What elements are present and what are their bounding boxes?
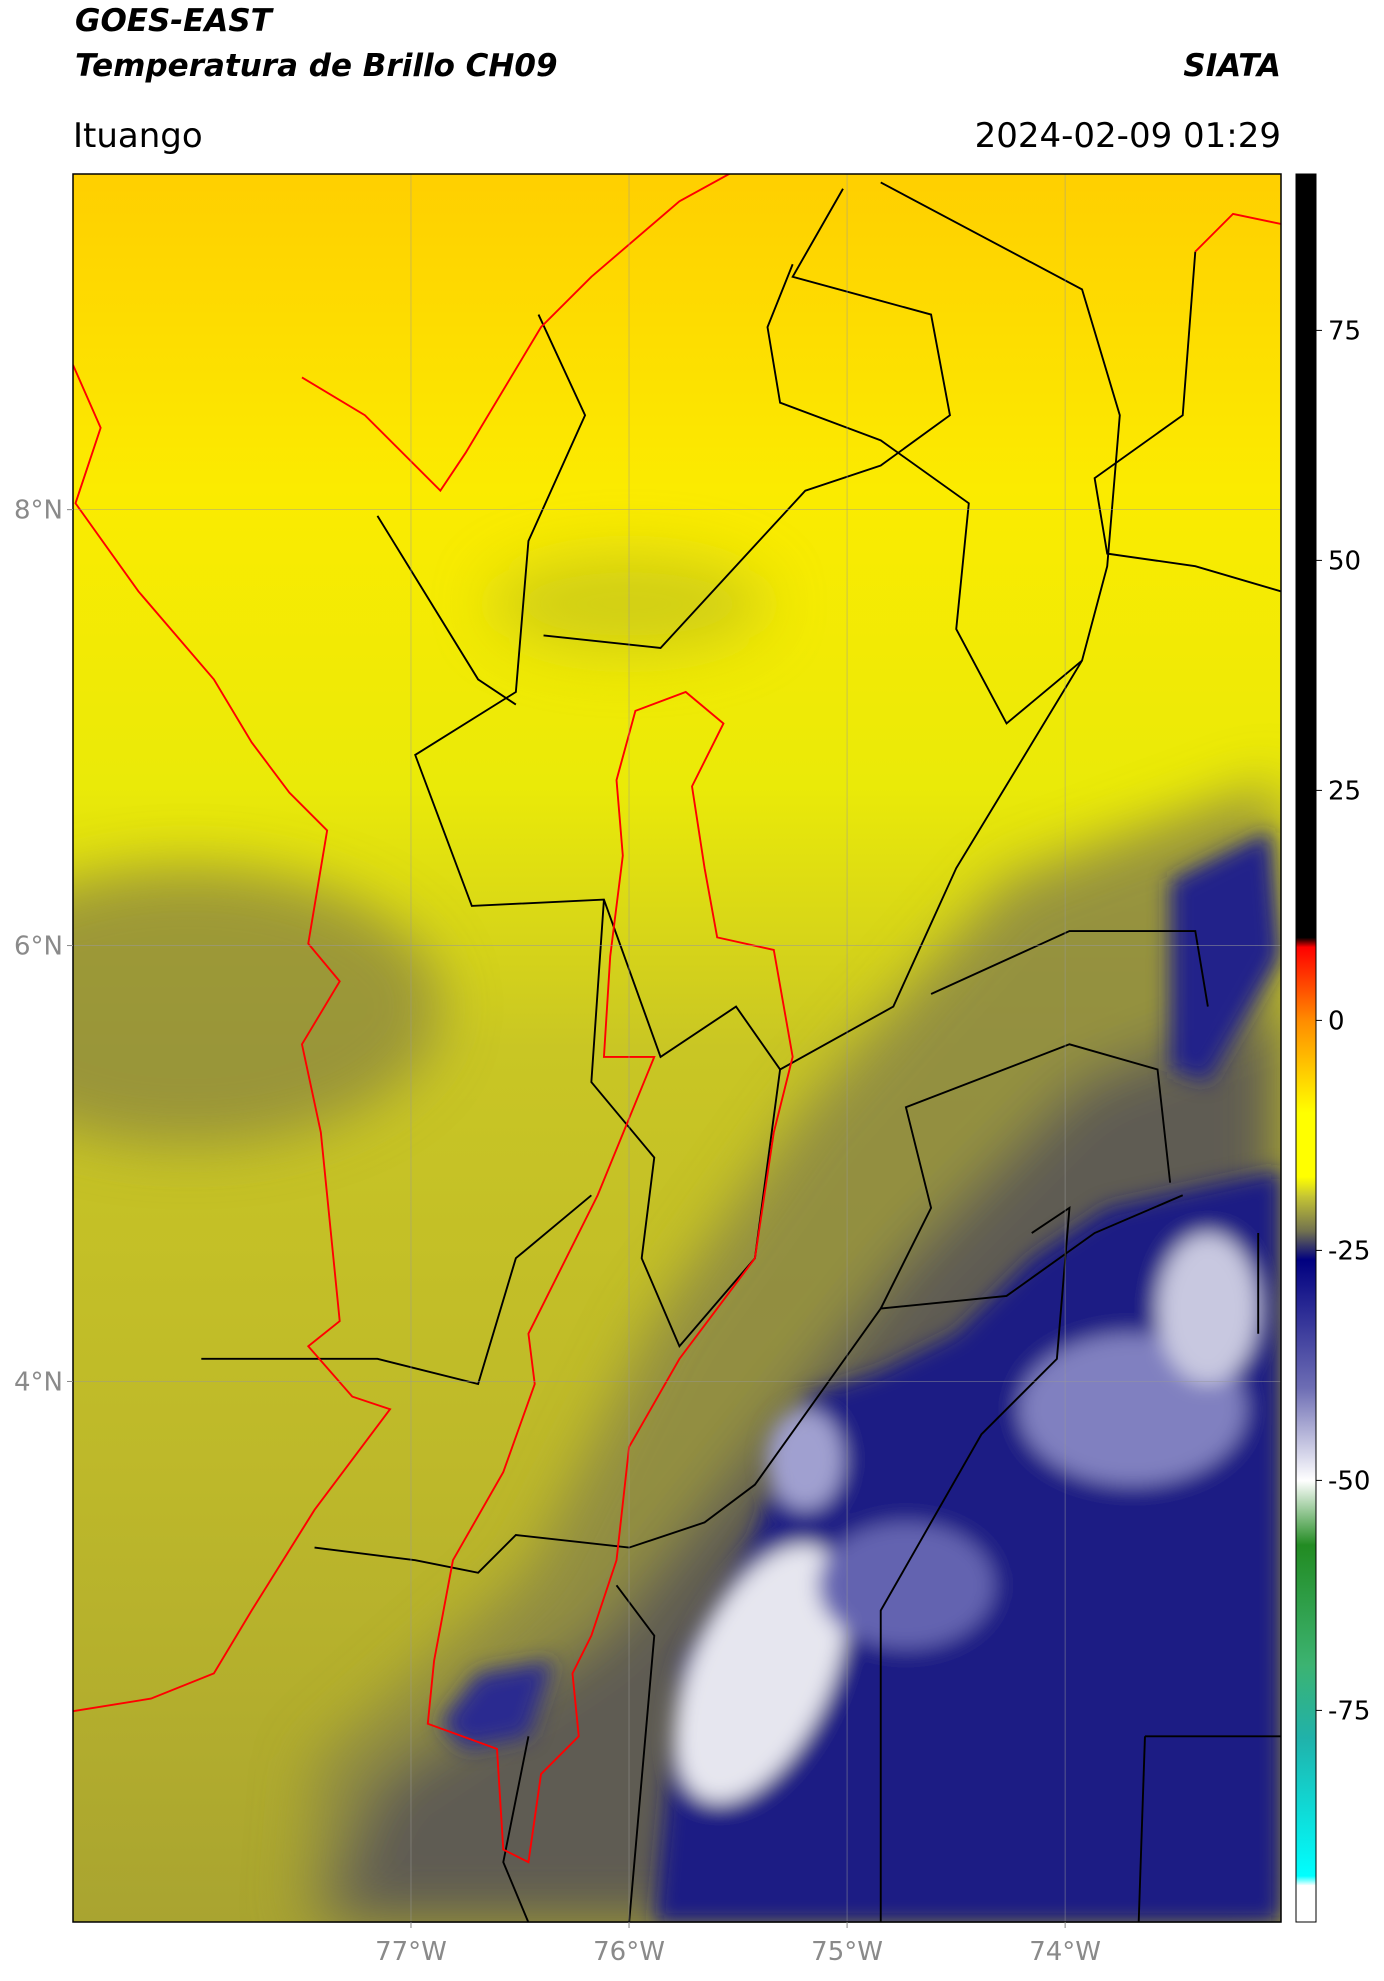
y-tick-label: 6°N bbox=[14, 932, 63, 962]
colorbar-segment bbox=[1296, 1738, 1316, 1877]
colorbar-segment bbox=[1296, 1020, 1316, 1113]
y-tick-label: 8°N bbox=[14, 496, 63, 526]
colorbar-segment bbox=[1296, 1876, 1316, 1886]
region: Ituango bbox=[73, 116, 203, 156]
x-tick-label: 77°W bbox=[375, 1937, 447, 1967]
colorbar-tick-label: -75 bbox=[1328, 1696, 1370, 1726]
colorbar-segment bbox=[1296, 1544, 1316, 1665]
colorbar-segment bbox=[1296, 1480, 1316, 1546]
colorbar-segment bbox=[1296, 1388, 1316, 1481]
colorbar-segment bbox=[1296, 1112, 1316, 1178]
source: SIATA bbox=[1183, 48, 1281, 84]
x-tick-label: 74°W bbox=[1029, 1937, 1101, 1967]
title: GOES-EAST bbox=[75, 3, 275, 39]
colorbar-segment bbox=[1296, 1176, 1316, 1196]
satellite-field bbox=[72, 173, 1281, 1923]
colorbar-segment bbox=[1296, 1885, 1316, 1923]
colorbar-segment bbox=[1296, 1195, 1316, 1233]
timestamp: 2024-02-09 01:29 bbox=[975, 116, 1281, 156]
colorbar-tick-label: 75 bbox=[1328, 316, 1361, 346]
colorbar-tick-label: 25 bbox=[1328, 776, 1361, 806]
colorbar-tick-label: -25 bbox=[1328, 1236, 1370, 1266]
x-tick-label: 76°W bbox=[593, 1937, 665, 1967]
subtitle: Temperatura de Brillo CH09 bbox=[75, 48, 558, 84]
x-tick-label: 75°W bbox=[811, 1937, 883, 1967]
colorbar-frame bbox=[1295, 173, 1317, 1923]
colorbar-segment bbox=[1296, 1664, 1316, 1739]
y-tick-label: 4°N bbox=[14, 1367, 63, 1397]
colorbar-tick-label: 0 bbox=[1328, 1006, 1345, 1036]
map-frame bbox=[72, 173, 1282, 1923]
colorbar-tick-label: -50 bbox=[1328, 1466, 1370, 1496]
colorbar-tick-label: 50 bbox=[1328, 546, 1361, 576]
colorbar-segment bbox=[1296, 1232, 1316, 1261]
colorbar-segment bbox=[1296, 937, 1316, 948]
colorbar-segment bbox=[1296, 1259, 1316, 1389]
colorbar-segment bbox=[1296, 174, 1316, 939]
colorbar-segment bbox=[1296, 946, 1316, 1021]
